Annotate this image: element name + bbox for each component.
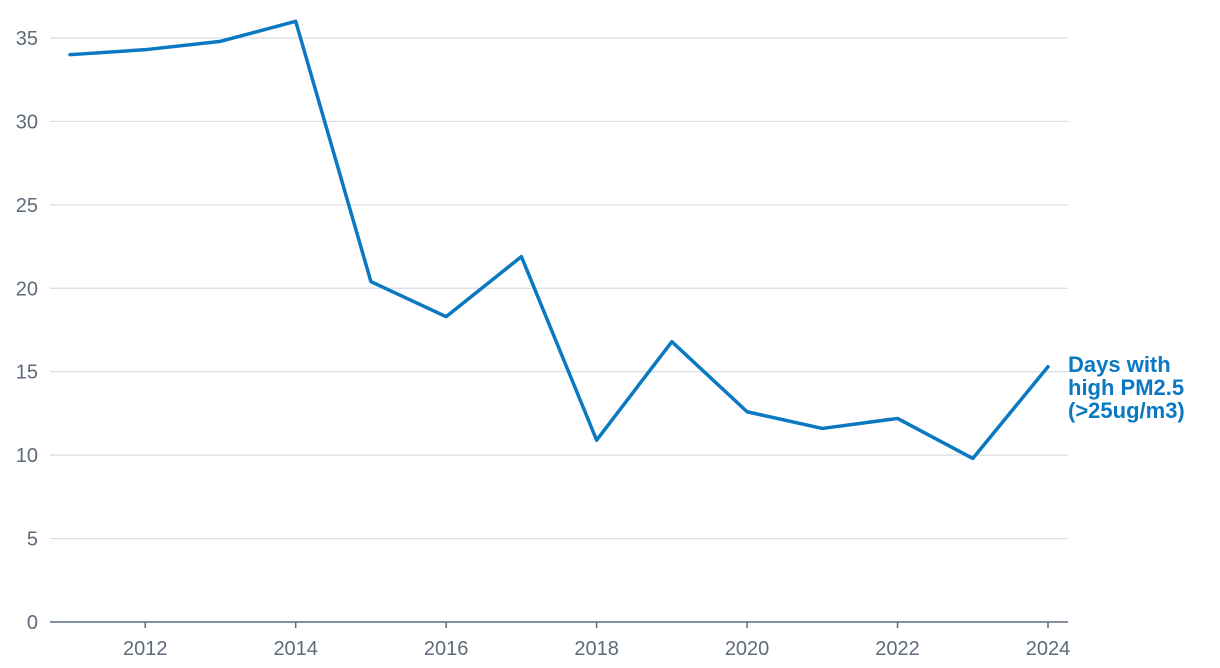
x-axis-ticks: 2012 2014 2016 2018 2020 2022 2024	[123, 622, 1070, 660]
x-tick-label-2020: 2020	[725, 638, 770, 660]
gridlines	[50, 37, 1068, 540]
x-tick-label-2024: 2024	[1026, 638, 1071, 660]
y-tick-label-20: 20	[16, 278, 38, 300]
y-tick-label-35: 35	[16, 28, 38, 50]
x-tick-label-2016: 2016	[424, 638, 469, 660]
y-axis-ticks: 0 5 10 15 20 25 30 35	[16, 28, 38, 634]
x-tick-label-2022: 2022	[875, 638, 920, 660]
series-line	[68, 19, 1050, 461]
y-tick-label-25: 25	[16, 195, 38, 217]
x-tick-label-2018: 2018	[574, 638, 619, 660]
y-tick-label-0: 0	[27, 612, 38, 634]
x-tick-label-2012: 2012	[123, 638, 168, 660]
series-label-line: high PM2.5	[1068, 375, 1184, 400]
y-tick-label-15: 15	[16, 362, 38, 384]
series-label-line: Days with	[1068, 352, 1171, 377]
y-tick-label-5: 5	[27, 529, 38, 551]
y-tick-label-10: 10	[16, 445, 38, 467]
series-label-line: (>25ug/m3)	[1068, 398, 1185, 423]
series-label: Days with high PM2.5 (>25ug/m3)	[1068, 352, 1185, 423]
x-tick-label-2014: 2014	[273, 638, 318, 660]
y-tick-label-30: 30	[16, 111, 38, 133]
series-layer	[68, 19, 1050, 461]
